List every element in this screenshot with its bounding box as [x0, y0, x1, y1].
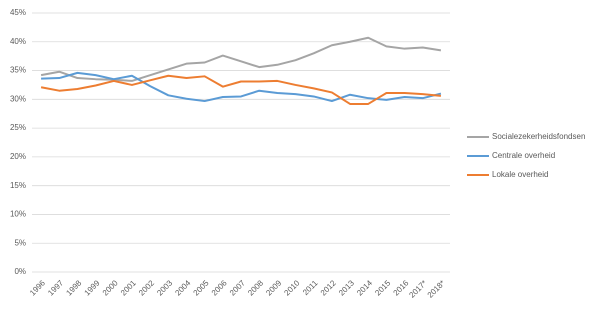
line	[40, 36, 442, 82]
x-tick-label: 2001	[119, 278, 138, 297]
x-tick-label: 1997	[46, 278, 65, 297]
x-tick-label: 2010	[282, 278, 301, 297]
x-tick-label: 2003	[155, 278, 174, 297]
y-tick-label: 20%	[10, 152, 26, 161]
x-tick-label: 1996	[28, 278, 47, 297]
y-tick-label: 40%	[10, 37, 26, 46]
x-tick-label: 2004	[173, 278, 192, 297]
x-tick-label: 2012	[319, 278, 338, 297]
x-tick-label: 1998	[64, 278, 83, 297]
y-tick-label: 35%	[10, 66, 26, 75]
x-tick-label: 2006	[210, 278, 229, 297]
x-tick-label: 2018*	[426, 279, 447, 300]
y-tick-label: 25%	[10, 123, 26, 132]
legend-label: Socialezekerheidsfondsen	[492, 132, 585, 141]
x-tick-label: 2008	[246, 278, 265, 297]
x-tick-label: 2005	[192, 278, 211, 297]
line	[40, 74, 442, 105]
x-tick-label: 2017*	[407, 279, 428, 300]
x-tick-label: 2013	[337, 278, 356, 297]
y-tick-label: 10%	[10, 210, 26, 219]
y-tick-label: 0%	[14, 267, 26, 276]
y-tick-label: 30%	[10, 94, 26, 103]
x-tick-label: 2014	[355, 278, 374, 297]
x-tick-label: 2011	[301, 278, 320, 297]
x-tick-label: 1999	[83, 278, 102, 297]
x-tick-label: 2007	[228, 278, 247, 297]
x-tick-label: 2009	[264, 278, 283, 297]
legend-label: Centrale overheid	[492, 151, 555, 160]
line	[41, 71, 442, 103]
x-tick-label: 2000	[101, 278, 120, 297]
y-tick-label: 5%	[14, 238, 26, 247]
x-tick-label: 2015	[373, 278, 392, 297]
y-tick-label: 45%	[10, 8, 26, 17]
y-tick-label: 15%	[10, 181, 26, 190]
legend-label: Lokale overheid	[492, 170, 548, 179]
x-tick-label: 2002	[137, 278, 156, 297]
